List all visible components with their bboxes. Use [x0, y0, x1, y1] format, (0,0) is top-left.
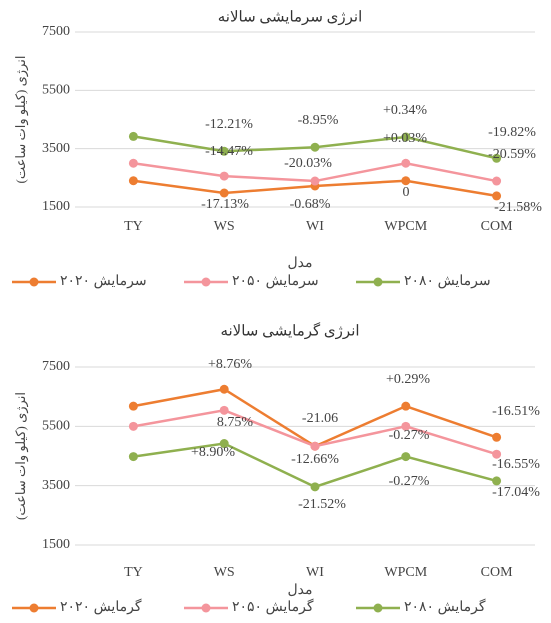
annotation: +8.76%: [208, 357, 252, 372]
annotation: -16.55%: [492, 457, 540, 472]
x-tick-label: WPCM: [384, 219, 427, 234]
x-axis-label: مدل: [287, 256, 312, 271]
data-point: [401, 176, 411, 186]
annotation: +0.29%: [386, 372, 430, 387]
data-point: [492, 476, 502, 486]
y-tick-label: 7500: [42, 359, 70, 374]
annotation: -17.04%: [492, 485, 540, 500]
data-point: [219, 405, 229, 415]
legend-label: گرمایش ۲۰۲۰: [60, 598, 142, 615]
x-tick-label: TY: [124, 219, 143, 234]
data-point: [492, 432, 502, 442]
data-point: [310, 482, 320, 492]
annotation: -14.47%: [205, 144, 253, 159]
legend-label: سرمایش ۲۰۲۰: [60, 274, 147, 289]
y-tick-label: 3500: [42, 478, 70, 493]
legend-label: سرمایش ۲۰۵۰: [232, 274, 319, 289]
x-tick-label: COM: [481, 219, 513, 234]
data-point: [310, 441, 320, 451]
annotation: -12.21%: [205, 117, 253, 132]
x-tick-label: COM: [481, 565, 513, 580]
x-axis-label: مدل: [287, 583, 312, 598]
legend-marker: [373, 277, 383, 287]
legend-label: سرمایش ۲۰۸۰: [404, 274, 491, 289]
y-axis-label: انرژی (کیلو وات ساعت): [13, 392, 29, 520]
chart-title: انرژی گرمایشی سالانه: [220, 321, 359, 339]
x-tick-label: WS: [214, 565, 235, 580]
y-tick-label: 7500: [42, 24, 70, 39]
data-point: [128, 421, 138, 431]
data-point: [128, 176, 138, 186]
legend-marker: [201, 603, 211, 613]
annotation: +0.03%: [383, 131, 427, 146]
annotation: -21.06: [302, 411, 338, 426]
legend-label: گرمایش ۲۰۵۰: [232, 598, 314, 615]
annotation: +8.90%: [191, 445, 235, 460]
legend-label: گرمایش ۲۰۸۰: [404, 598, 486, 615]
x-tick-label: WI: [306, 219, 324, 234]
annotation: -16.51%: [492, 404, 540, 419]
annotation: 0: [403, 185, 410, 200]
legend-marker: [373, 603, 383, 613]
data-point: [401, 158, 411, 168]
data-point: [219, 384, 229, 394]
data-point: [492, 449, 502, 459]
data-point: [128, 452, 138, 462]
data-point: [492, 176, 502, 186]
annotation: 8.75%: [217, 415, 254, 430]
y-tick-label: 1500: [42, 199, 70, 214]
legend-marker: [29, 277, 39, 287]
data-point: [219, 146, 229, 156]
y-tick-label: 3500: [42, 141, 70, 156]
legend-marker: [201, 277, 211, 287]
data-point: [401, 132, 411, 142]
legend-marker: [29, 603, 39, 613]
y-tick-label: 5500: [42, 83, 70, 98]
data-point: [128, 401, 138, 411]
y-axis-label: انرژی (کیلو وات ساعت): [13, 56, 29, 184]
annotation: -0.27%: [389, 428, 430, 443]
x-tick-label: TY: [124, 565, 143, 580]
annotation: -20.03%: [284, 156, 332, 171]
x-tick-label: WI: [306, 565, 324, 580]
chart-title: انرژی سرمایشی سالانه: [218, 9, 363, 25]
data-point: [310, 142, 320, 152]
annotation: -0.27%: [389, 474, 430, 489]
data-point: [310, 176, 320, 186]
annotation: -21.58%: [494, 200, 542, 215]
data-point: [219, 439, 229, 449]
data-point: [401, 401, 411, 411]
data-point: [128, 131, 138, 141]
annotation: +0.34%: [383, 103, 427, 118]
annotation: -21.52%: [298, 497, 346, 512]
data-point: [401, 452, 411, 462]
data-point: [492, 191, 502, 201]
annotation: -8.95%: [298, 113, 339, 128]
annotation: -20.59%: [488, 147, 536, 162]
annotation: -12.66%: [291, 452, 339, 467]
data-point: [492, 153, 502, 163]
y-tick-label: 1500: [42, 537, 70, 552]
annotation: -0.68%: [290, 197, 331, 212]
data-point: [219, 188, 229, 198]
data-point: [219, 171, 229, 181]
data-point: [128, 158, 138, 168]
annotation: -17.13%: [201, 197, 249, 212]
y-tick-label: 5500: [42, 419, 70, 434]
annotation: -19.82%: [488, 125, 536, 140]
data-point: [401, 421, 411, 431]
x-tick-label: WS: [214, 219, 235, 234]
x-tick-label: WPCM: [384, 565, 427, 580]
